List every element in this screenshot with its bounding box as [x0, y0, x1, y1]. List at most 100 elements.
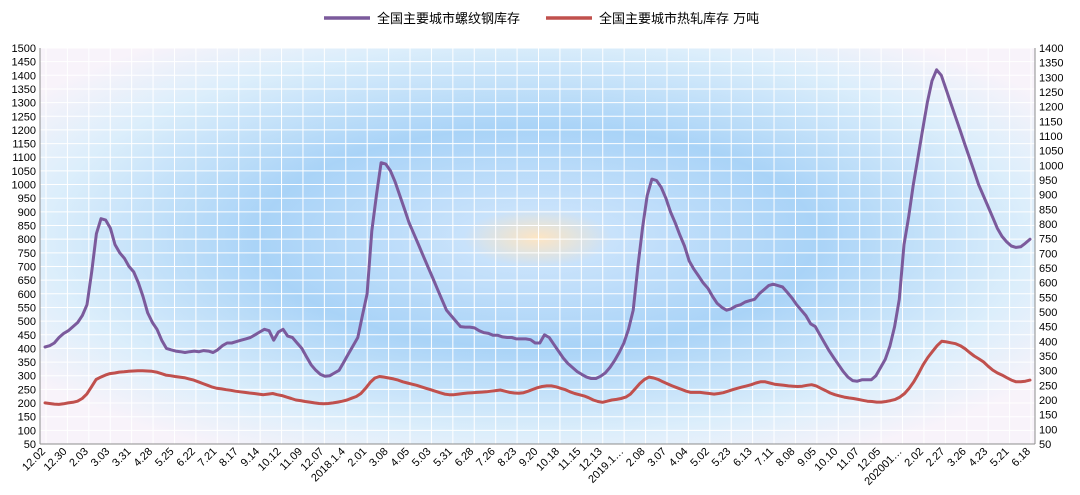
- y-tick-label-right: 600: [1039, 278, 1057, 290]
- x-tick-label: 3.07: [645, 446, 669, 470]
- y-tick-label-left: 300: [18, 371, 36, 383]
- x-tick-label: 4.05: [389, 446, 413, 470]
- y-tick-label-left: 150: [18, 412, 36, 424]
- y-tick-label-left: 700: [18, 261, 36, 273]
- x-tick-label: 3.03: [89, 446, 113, 470]
- x-tick-label: 3.08: [367, 446, 391, 470]
- x-tick-label: 5.23: [710, 446, 734, 470]
- y-tick-label-right: 100: [1039, 424, 1057, 436]
- y-tick-label-right: 150: [1039, 410, 1057, 422]
- y-tick-label-left: 900: [18, 207, 36, 219]
- y-tick-label-right: 50: [1039, 439, 1051, 451]
- y-tick-label-left: 450: [18, 330, 36, 342]
- x-tick-label: 7.21: [196, 446, 220, 470]
- y-tick-label-left: 750: [18, 248, 36, 260]
- y-tick-label-left: 1350: [12, 84, 36, 96]
- y-tick-label-right: 1150: [1039, 116, 1063, 128]
- legend-label-rebar: 全国主要城市螺纹钢库存: [377, 11, 520, 27]
- y-tick-label-right: 950: [1039, 175, 1057, 187]
- x-tick-label: 10.10: [812, 446, 840, 474]
- legend: 全国主要城市螺纹钢库存 全国主要城市热轧库存 万吨: [324, 11, 759, 27]
- y-tick-label-left: 500: [18, 316, 36, 328]
- y-tick-label-left: 800: [18, 234, 36, 246]
- y-tick-label-right: 450: [1039, 322, 1057, 334]
- x-tick-label: 12.30: [42, 446, 70, 474]
- y-tick-label-right: 250: [1039, 380, 1057, 392]
- y-tick-label-right: 1050: [1039, 146, 1063, 158]
- y-tick-label-left: 1300: [12, 98, 36, 110]
- y-tick-label-right: 650: [1039, 263, 1057, 275]
- plot-background: [40, 48, 1035, 444]
- x-tick-label: 2.08: [624, 446, 648, 470]
- y-tick-label-left: 400: [18, 343, 36, 355]
- y-tick-label-left: 250: [18, 384, 36, 396]
- x-tick-label: 2.01: [346, 446, 370, 470]
- x-tick-label: 3.31: [110, 446, 134, 470]
- x-tick-label: 2.27: [924, 446, 948, 470]
- x-tick-label: 7.26: [474, 446, 498, 470]
- x-tick-label: 5.25: [153, 446, 177, 470]
- x-tick-label: 5.21: [988, 446, 1012, 470]
- x-tick-label: 6.28: [453, 446, 477, 470]
- y-tick-label-left: 1000: [12, 180, 36, 192]
- legend-label-hot-rolled: 全国主要城市热轧库存 万吨: [599, 11, 759, 27]
- x-tick-label: 8.23: [496, 446, 520, 470]
- x-tick-label: 6.18: [1009, 446, 1033, 470]
- y-tick-label-right: 1200: [1039, 102, 1063, 114]
- y-tick-label-right: 300: [1039, 366, 1057, 378]
- y-tick-label-left: 1400: [12, 70, 36, 82]
- y-tick-label-left: 50: [24, 439, 36, 451]
- y-tick-label-left: 1200: [12, 125, 36, 137]
- y-tick-label-left: 200: [18, 398, 36, 410]
- x-tick-label: 8.17: [217, 446, 241, 470]
- x-tick-label: 2.03: [67, 446, 91, 470]
- x-tick-label: 6.22: [174, 446, 198, 470]
- x-tick-label: 4.28: [132, 446, 156, 470]
- y-tick-label-left: 850: [18, 221, 36, 233]
- y-tick-label-left: 550: [18, 302, 36, 314]
- x-tick-label: 10.18: [534, 446, 562, 474]
- y-tick-label-right: 1250: [1039, 87, 1063, 99]
- y-tick-label-left: 1450: [12, 57, 36, 69]
- y-tick-label-right: 1350: [1039, 58, 1063, 70]
- y-tick-label-left: 350: [18, 357, 36, 369]
- x-tick-label: 8.08: [774, 446, 798, 470]
- x-tick-label: 6.13: [731, 446, 755, 470]
- x-tick-label: 5.31: [431, 446, 455, 470]
- y-tick-label-right: 750: [1039, 234, 1057, 246]
- y-tick-label-right: 400: [1039, 336, 1057, 348]
- y-tick-label-left: 650: [18, 275, 36, 287]
- x-tick-label: 10.12: [256, 446, 284, 474]
- series-line-hot-rolled-inventory: [43, 339, 1032, 406]
- x-tick-label: 2.02: [902, 446, 926, 470]
- y-tick-label-left: 100: [18, 425, 36, 437]
- y-tick-label-right: 200: [1039, 395, 1057, 407]
- x-tick-label: 3.26: [945, 446, 969, 470]
- y-tick-label-right: 1000: [1039, 160, 1063, 172]
- y-tick-label-left: 1250: [12, 111, 36, 123]
- y-tick-label-right: 500: [1039, 307, 1057, 319]
- y-tick-label-left: 600: [18, 289, 36, 301]
- series-line-rebar-inventory: [43, 68, 1032, 383]
- y-tick-label-right: 900: [1039, 190, 1057, 202]
- x-tick-label: 5.03: [410, 446, 434, 470]
- y-tick-label-right: 350: [1039, 351, 1057, 363]
- x-tick-label: 4.23: [967, 446, 991, 470]
- y-tick-label-right: 550: [1039, 292, 1057, 304]
- y-tick-label-right: 1100: [1039, 131, 1063, 143]
- y-tick-label-left: 1150: [12, 139, 36, 151]
- y-tick-label-left: 950: [18, 193, 36, 205]
- y-tick-label-left: 1050: [12, 166, 36, 178]
- x-tick-label: 4.04: [667, 446, 691, 470]
- y-tick-label-left: 1100: [12, 152, 36, 164]
- x-tick-label: 7.11: [753, 446, 776, 469]
- y-tick-label-right: 700: [1039, 248, 1057, 260]
- y-tick-label-right: 1400: [1039, 43, 1063, 55]
- y-tick-label-left: 1500: [12, 43, 36, 55]
- y-tick-label-right: 850: [1039, 204, 1057, 216]
- y-tick-label-right: 800: [1039, 219, 1057, 231]
- y-tick-label-right: 1300: [1039, 72, 1063, 84]
- x-tick-label: 5.02: [688, 446, 712, 470]
